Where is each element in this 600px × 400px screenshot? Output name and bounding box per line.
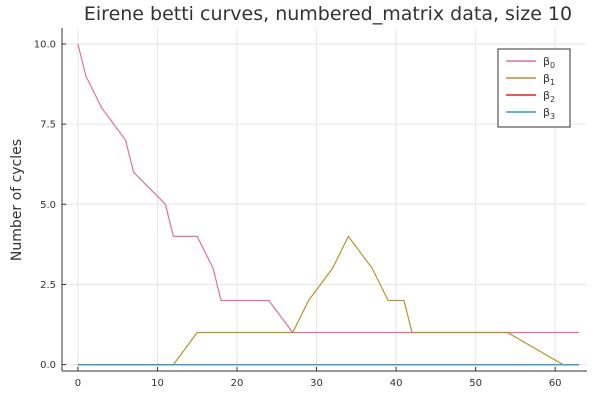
x-tick-label: 10 — [151, 378, 164, 389]
x-tick-label: 50 — [469, 378, 482, 389]
legend: β0 β1 β2 β3 — [497, 48, 571, 128]
y-tick-label: 0.0 — [40, 360, 56, 371]
legend-entry-beta-3: β3 — [543, 106, 555, 121]
y-tick-label: 10.0 — [34, 40, 56, 51]
x-tick-label: 40 — [390, 378, 403, 389]
grid-lines — [62, 28, 587, 371]
x-tick-label: 20 — [231, 378, 244, 389]
legend-entry-beta-2: β2 — [543, 89, 555, 104]
y-axis-label: Number of cycles — [9, 139, 25, 261]
x-tick-label: 60 — [549, 378, 562, 389]
chart-title: Eirene betti curves, numbered_matrix dat… — [84, 3, 572, 25]
axes — [61, 28, 587, 372]
y-tick-label: 5.0 — [40, 200, 56, 211]
series-line-beta-1 — [77, 235, 579, 366]
legend-entry-beta-1: β1 — [543, 72, 555, 87]
x-tick-label: 30 — [310, 378, 323, 389]
legend-entry-beta-0: β0 — [543, 55, 555, 70]
series-line-beta-0 — [77, 43, 579, 334]
x-tick-label: 0 — [75, 378, 81, 389]
y-tick-label: 7.5 — [40, 120, 56, 131]
tick-labels: 0 10 20 30 40 50 60 0.0 2.5 5.0 7.5 10.0 — [34, 40, 562, 389]
y-tick-label: 2.5 — [40, 280, 56, 291]
legend-box — [497, 48, 571, 128]
series-lines — [77, 43, 579, 366]
